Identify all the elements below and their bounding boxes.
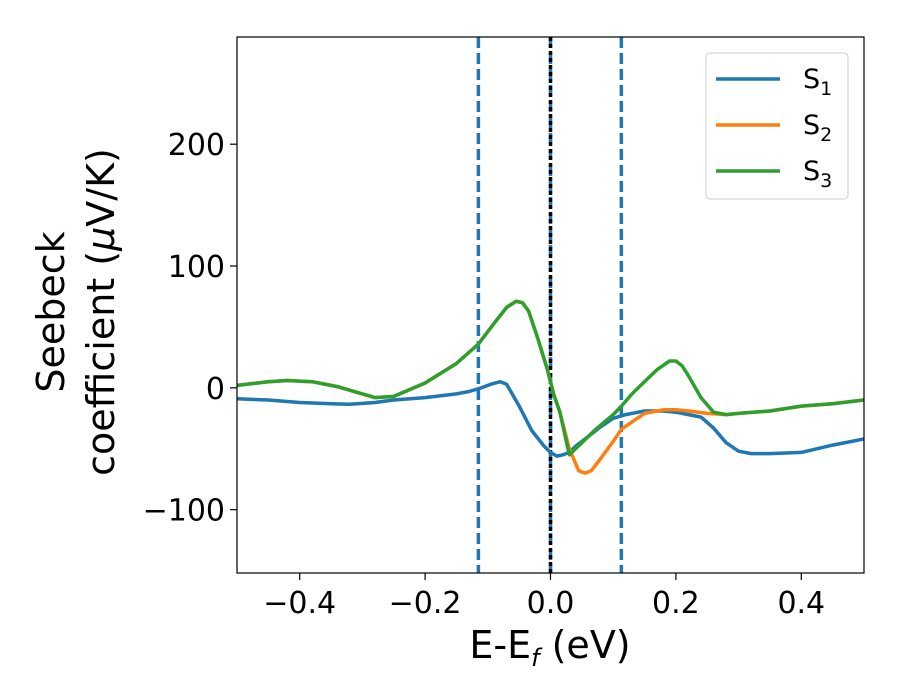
y-axis-label-line1: Seebeck (29, 231, 73, 392)
y-axis-label: Seebeck coefficient (μV/K) (29, 148, 123, 476)
series-line-3 (237, 299, 864, 457)
x-tick-label: 0.0 (527, 586, 575, 621)
y-tick-label: 200 (168, 128, 225, 163)
reference-lines (476, 37, 624, 573)
x-tick-label: −0.4 (263, 586, 336, 621)
legend-label-2: S2 (803, 110, 832, 146)
x-axis-label: E-Ef (eV) (469, 623, 630, 672)
y-axis: −100 0 100 200 (143, 128, 237, 529)
x-axis: −0.4 −0.2 0.0 0.2 0.4 (263, 573, 825, 621)
y-tick-label: 0 (206, 372, 225, 407)
x-tick-label: −0.2 (389, 586, 462, 621)
x-tick-label: 0.4 (777, 586, 825, 621)
y-axis-label-line2: coefficient (μV/K) (79, 148, 123, 476)
series-line-1 (237, 379, 864, 458)
legend-label-1: S1 (803, 64, 832, 100)
series-lines (237, 299, 864, 475)
legend: S1 S2 S3 (705, 52, 849, 200)
y-tick-label: 100 (168, 250, 225, 285)
legend-label-3: S3 (803, 156, 832, 192)
y-tick-label: −100 (143, 494, 225, 529)
x-tick-label: 0.2 (652, 586, 700, 621)
